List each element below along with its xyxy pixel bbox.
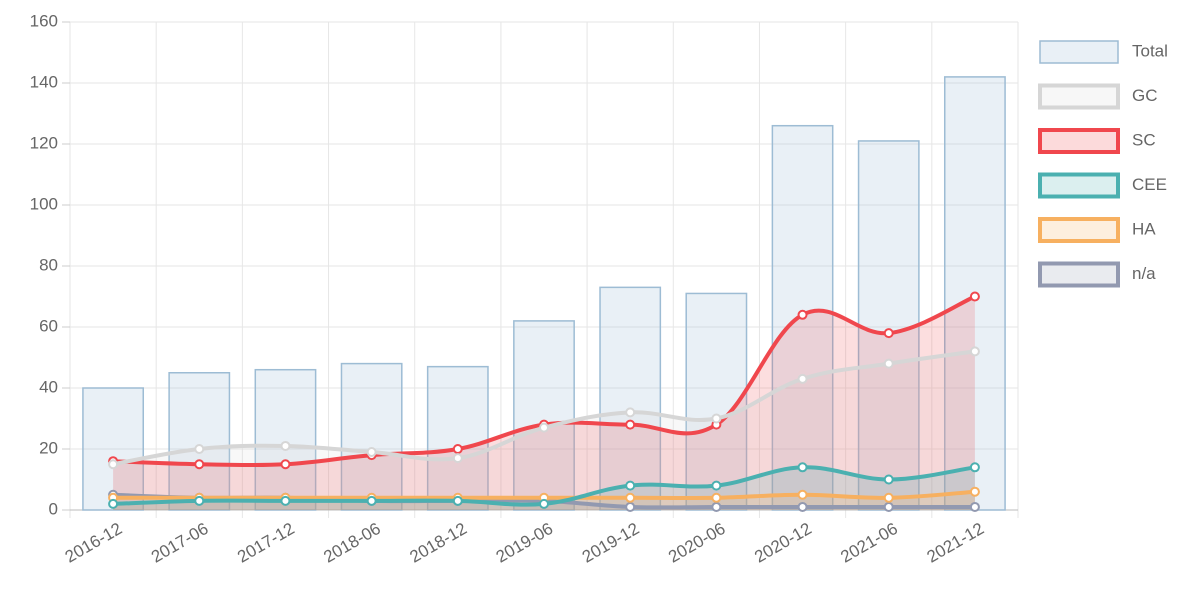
y-tick-label: 20 — [39, 438, 58, 457]
point — [711, 413, 722, 424]
point — [625, 501, 636, 512]
point — [108, 459, 119, 470]
x-tick-label: 2019-06 — [493, 519, 557, 567]
point — [969, 501, 980, 512]
point — [194, 495, 205, 506]
point — [969, 291, 980, 302]
point — [280, 459, 291, 470]
point — [280, 440, 291, 451]
point — [797, 501, 808, 512]
y-tick-label: 140 — [30, 72, 58, 91]
point — [969, 486, 980, 497]
point — [969, 346, 980, 357]
point — [366, 495, 377, 506]
x-tick-label: 2018-06 — [320, 519, 384, 567]
point — [883, 492, 894, 503]
bar — [82, 387, 145, 511]
bar — [254, 368, 317, 511]
point — [539, 498, 549, 509]
line-area — [113, 467, 975, 510]
y-tick-label: 40 — [39, 377, 58, 396]
point — [625, 480, 636, 491]
x-tick-label: 2021-12 — [924, 519, 988, 567]
legend-label: GC — [1132, 86, 1158, 105]
bar — [426, 365, 489, 511]
point — [366, 447, 377, 458]
y-tick-label: 60 — [39, 316, 58, 335]
x-tick-label: 2019-12 — [579, 519, 643, 567]
point — [883, 501, 894, 512]
legend-swatch — [1038, 217, 1120, 243]
point — [797, 373, 808, 384]
line-area — [113, 296, 975, 510]
point — [194, 459, 205, 470]
point — [625, 419, 636, 430]
y-tick-label: 160 — [30, 11, 58, 30]
legend-label: SC — [1132, 130, 1156, 149]
point — [883, 474, 894, 485]
point — [711, 501, 722, 512]
point — [108, 498, 119, 509]
point — [883, 358, 894, 369]
x-tick-label: 2016-12 — [62, 519, 126, 567]
legend-swatch — [1038, 128, 1120, 154]
point — [452, 495, 463, 506]
x-tick-label: 2017-06 — [148, 519, 212, 567]
point — [625, 407, 636, 418]
x-tick-label: 2021-06 — [837, 519, 901, 567]
x-tick-label: 2017-12 — [234, 519, 298, 567]
legend-swatch — [1039, 40, 1119, 64]
point — [711, 492, 722, 503]
legend-label: HA — [1132, 219, 1156, 238]
legend-label: Total — [1132, 41, 1168, 60]
point — [539, 422, 549, 433]
legend-swatch — [1038, 83, 1120, 110]
point — [452, 444, 463, 454]
legend-label: CEE — [1132, 175, 1167, 194]
point — [625, 492, 636, 503]
point — [280, 495, 291, 506]
legend-swatch — [1038, 261, 1120, 288]
y-tick-label: 120 — [30, 133, 58, 152]
y-tick-label: 0 — [49, 499, 58, 518]
x-tick-label: 2020-12 — [751, 519, 815, 567]
bar — [513, 320, 575, 511]
point — [797, 309, 808, 320]
point — [797, 462, 808, 473]
point — [797, 489, 808, 500]
y-tick-label: 100 — [30, 194, 58, 213]
bar — [340, 362, 403, 511]
bar — [168, 372, 231, 511]
x-tick-label: 2018-12 — [407, 519, 471, 567]
x-tick-label: 2020-06 — [665, 519, 729, 567]
y-tick-label: 80 — [39, 255, 58, 274]
legend-label: n/a — [1132, 264, 1156, 283]
point — [711, 480, 722, 491]
point — [969, 462, 980, 473]
legend-swatch — [1038, 172, 1120, 199]
point — [452, 453, 463, 464]
point — [194, 444, 205, 454]
point — [883, 328, 894, 339]
